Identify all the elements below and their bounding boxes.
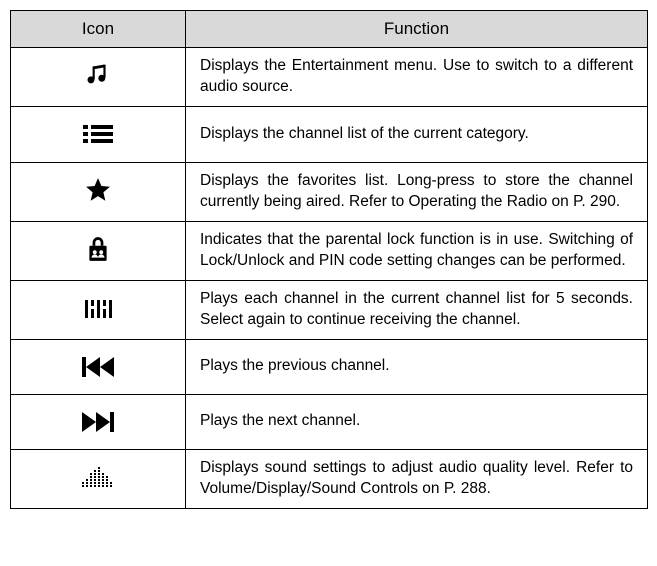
star-icon [78, 175, 118, 205]
table-row: Plays the previous channel. [11, 339, 648, 394]
icon-cell [11, 339, 186, 394]
lock-icon [78, 234, 118, 264]
function-cell: Plays the previous channel. [186, 339, 648, 394]
icon-cell [11, 394, 186, 449]
icon-function-table: Icon Function Displays the Entertainmen [10, 10, 648, 509]
function-cell: Plays each channel in the current channe… [186, 280, 648, 339]
function-cell: Displays the favorites list. Long-press … [186, 162, 648, 221]
table-row: Displays the Entertainment menu. Use to … [11, 48, 648, 107]
equalizer-icon [78, 463, 118, 493]
table-row: Displays the favorites list. Long-press … [11, 162, 648, 221]
icon-cell [11, 162, 186, 221]
function-cell: Displays the channel list of the current… [186, 106, 648, 162]
icon-cell [11, 449, 186, 508]
music-note-icon [78, 60, 118, 90]
previous-track-icon [78, 352, 118, 382]
icon-cell [11, 221, 186, 280]
list-icon [78, 119, 118, 149]
icon-cell [11, 280, 186, 339]
table-row: Plays the next channel. [11, 394, 648, 449]
header-icon: Icon [11, 11, 186, 48]
header-function: Function [186, 11, 648, 48]
icon-cell [11, 106, 186, 162]
table-row: Indicates that the parental lock functio… [11, 221, 648, 280]
scan-icon [78, 294, 118, 324]
function-cell: Plays the next channel. [186, 394, 648, 449]
table-row: Displays sound settings to adjust audio … [11, 449, 648, 508]
function-cell: Displays the Entertainment menu. Use to … [186, 48, 648, 107]
table-header-row: Icon Function [11, 11, 648, 48]
icon-cell [11, 48, 186, 107]
function-cell: Indicates that the parental lock functio… [186, 221, 648, 280]
table-row: Plays each channel in the current channe… [11, 280, 648, 339]
table-row: Displays the channel list of the current… [11, 106, 648, 162]
next-track-icon [78, 407, 118, 437]
function-cell: Displays sound settings to adjust audio … [186, 449, 648, 508]
